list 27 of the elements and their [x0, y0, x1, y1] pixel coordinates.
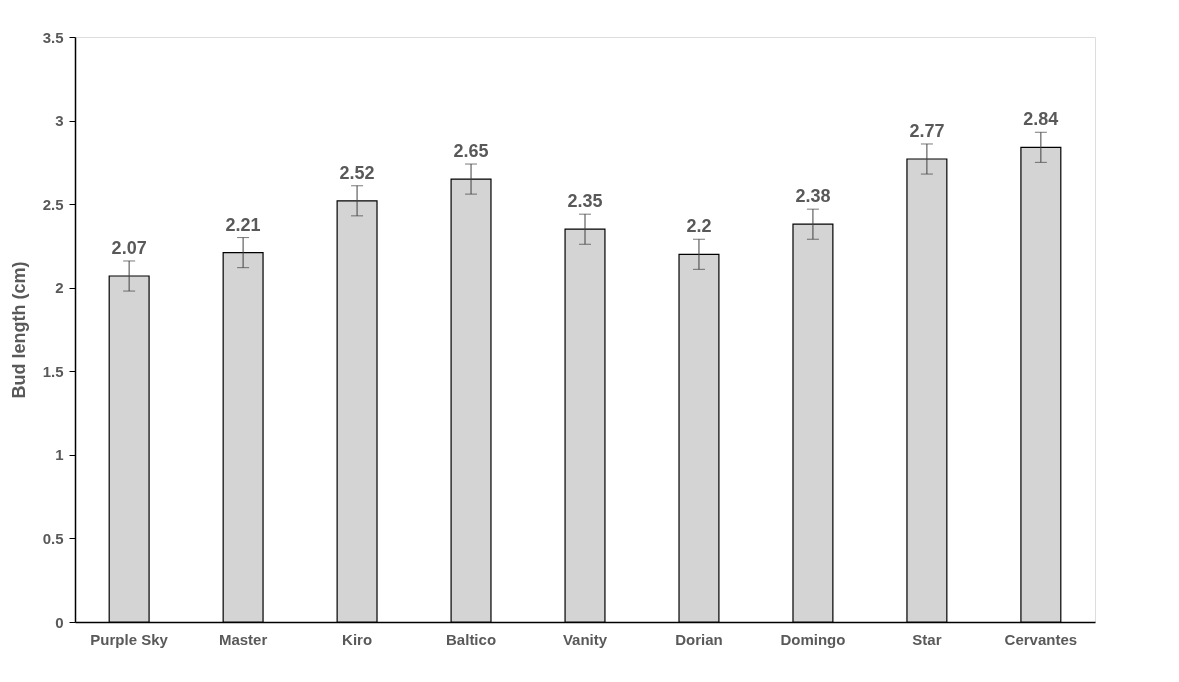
- data-label: 2.84: [1023, 109, 1059, 130]
- x-tick-label: Baltico: [446, 630, 497, 648]
- data-label: 2.52: [339, 162, 375, 183]
- y-tick-label: 2: [55, 279, 64, 297]
- y-tick-label: 2.5: [42, 195, 64, 213]
- x-tick-label: Purple Sky: [90, 630, 169, 648]
- y-tick-label: 1.5: [42, 362, 64, 380]
- y-tick-label: 0: [55, 613, 64, 631]
- y-tick-label: 1: [55, 446, 64, 464]
- y-axis-title: Bud length (cm): [8, 261, 29, 399]
- data-label: 2.2: [686, 216, 712, 237]
- data-label: 2.07: [111, 237, 147, 258]
- x-tick-label: Cervantes: [1004, 630, 1078, 648]
- data-label: 2.38: [795, 186, 831, 207]
- data-label: 2.77: [909, 120, 945, 141]
- y-tick-label: 3: [55, 112, 64, 130]
- x-tick-label: Master: [218, 630, 268, 648]
- x-tick-label: Star: [912, 630, 942, 648]
- data-label: 2.21: [225, 214, 261, 235]
- x-tick-label: Domingo: [780, 630, 846, 648]
- data-label: 2.35: [567, 191, 603, 212]
- x-tick-label: Vanity: [562, 630, 608, 648]
- y-tick-label: 3.5: [42, 28, 64, 46]
- x-tick-label: Dorian: [675, 630, 723, 648]
- data-label: 2.65: [453, 141, 489, 162]
- y-tick-label: 0.5: [42, 529, 64, 547]
- x-tick-label: Kiro: [342, 630, 373, 648]
